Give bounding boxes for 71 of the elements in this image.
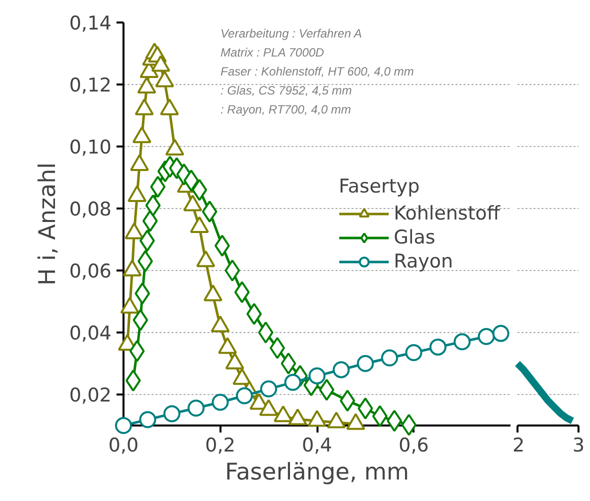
legend-title: Fasertyp	[338, 175, 421, 197]
point	[308, 367, 326, 384]
point	[155, 70, 174, 88]
annotation: Verarbeitung : Verfahren A	[220, 26, 362, 40]
point	[142, 210, 158, 232]
x-tick-label: 2	[512, 434, 525, 456]
point	[115, 417, 132, 434]
x-tick-label: 3	[572, 434, 585, 456]
point	[258, 322, 274, 344]
point	[284, 374, 302, 391]
point	[130, 154, 149, 172]
point	[236, 387, 253, 404]
y-tick-label: 0,12	[69, 74, 112, 96]
point	[478, 328, 495, 346]
point	[134, 98, 154, 116]
x-tick-label: 0,0	[108, 434, 139, 456]
x-tick-label: 0,2	[205, 434, 236, 456]
point	[165, 138, 184, 156]
point	[128, 185, 147, 202]
point	[151, 55, 170, 72]
x-tick-label: 0,4	[302, 434, 332, 456]
point	[246, 302, 262, 325]
legend-label: Glas	[394, 226, 436, 248]
point	[129, 340, 145, 362]
point	[224, 260, 240, 282]
point	[280, 352, 296, 374]
point	[340, 390, 356, 412]
point	[150, 176, 166, 198]
point	[160, 98, 179, 116]
point	[332, 361, 350, 378]
point	[132, 126, 152, 144]
point	[139, 411, 156, 428]
point	[260, 380, 278, 398]
point	[134, 282, 150, 304]
point	[401, 414, 417, 436]
point	[454, 333, 471, 350]
point	[192, 178, 208, 201]
y-tick-label: 0,04	[69, 322, 112, 344]
point	[137, 76, 156, 94]
point	[381, 349, 398, 366]
point	[234, 281, 250, 304]
y-tick-label: 0,02	[69, 384, 112, 406]
y-tick-label: 0,10	[69, 136, 112, 158]
annotation: : Rayon, RT700, 4,0 mm	[220, 102, 352, 116]
point	[212, 394, 229, 411]
point	[429, 338, 446, 356]
point	[405, 344, 422, 362]
y-tick-label: 0,14	[69, 12, 112, 34]
y-tick-label: 0,06	[69, 260, 112, 282]
annotation: Faser : Kohlenstoff, HT 600, 4,0 mm	[220, 64, 414, 78]
point	[145, 194, 161, 216]
point	[188, 400, 205, 417]
legend-label: Rayon	[394, 250, 454, 272]
point	[492, 324, 510, 342]
point	[183, 194, 202, 212]
annotation: Matrix : PLA 7000D	[220, 46, 324, 60]
point	[372, 405, 388, 428]
point	[202, 200, 218, 223]
point	[356, 355, 374, 372]
point	[190, 216, 209, 234]
legend-label: Kohlenstoff	[394, 202, 500, 224]
annotation: : Glas, CS 7952, 4,5 mm	[220, 84, 352, 98]
point	[132, 309, 148, 332]
y-tick-label: 0,08	[69, 198, 112, 220]
point	[270, 337, 285, 359]
point	[358, 397, 374, 420]
point	[386, 410, 402, 432]
x-axis-title: Faserlänge, mm	[224, 460, 410, 486]
point	[163, 405, 180, 422]
x-tick-label: 0,6	[398, 434, 429, 456]
y-axis-title: H i, Anzahl	[35, 162, 62, 286]
